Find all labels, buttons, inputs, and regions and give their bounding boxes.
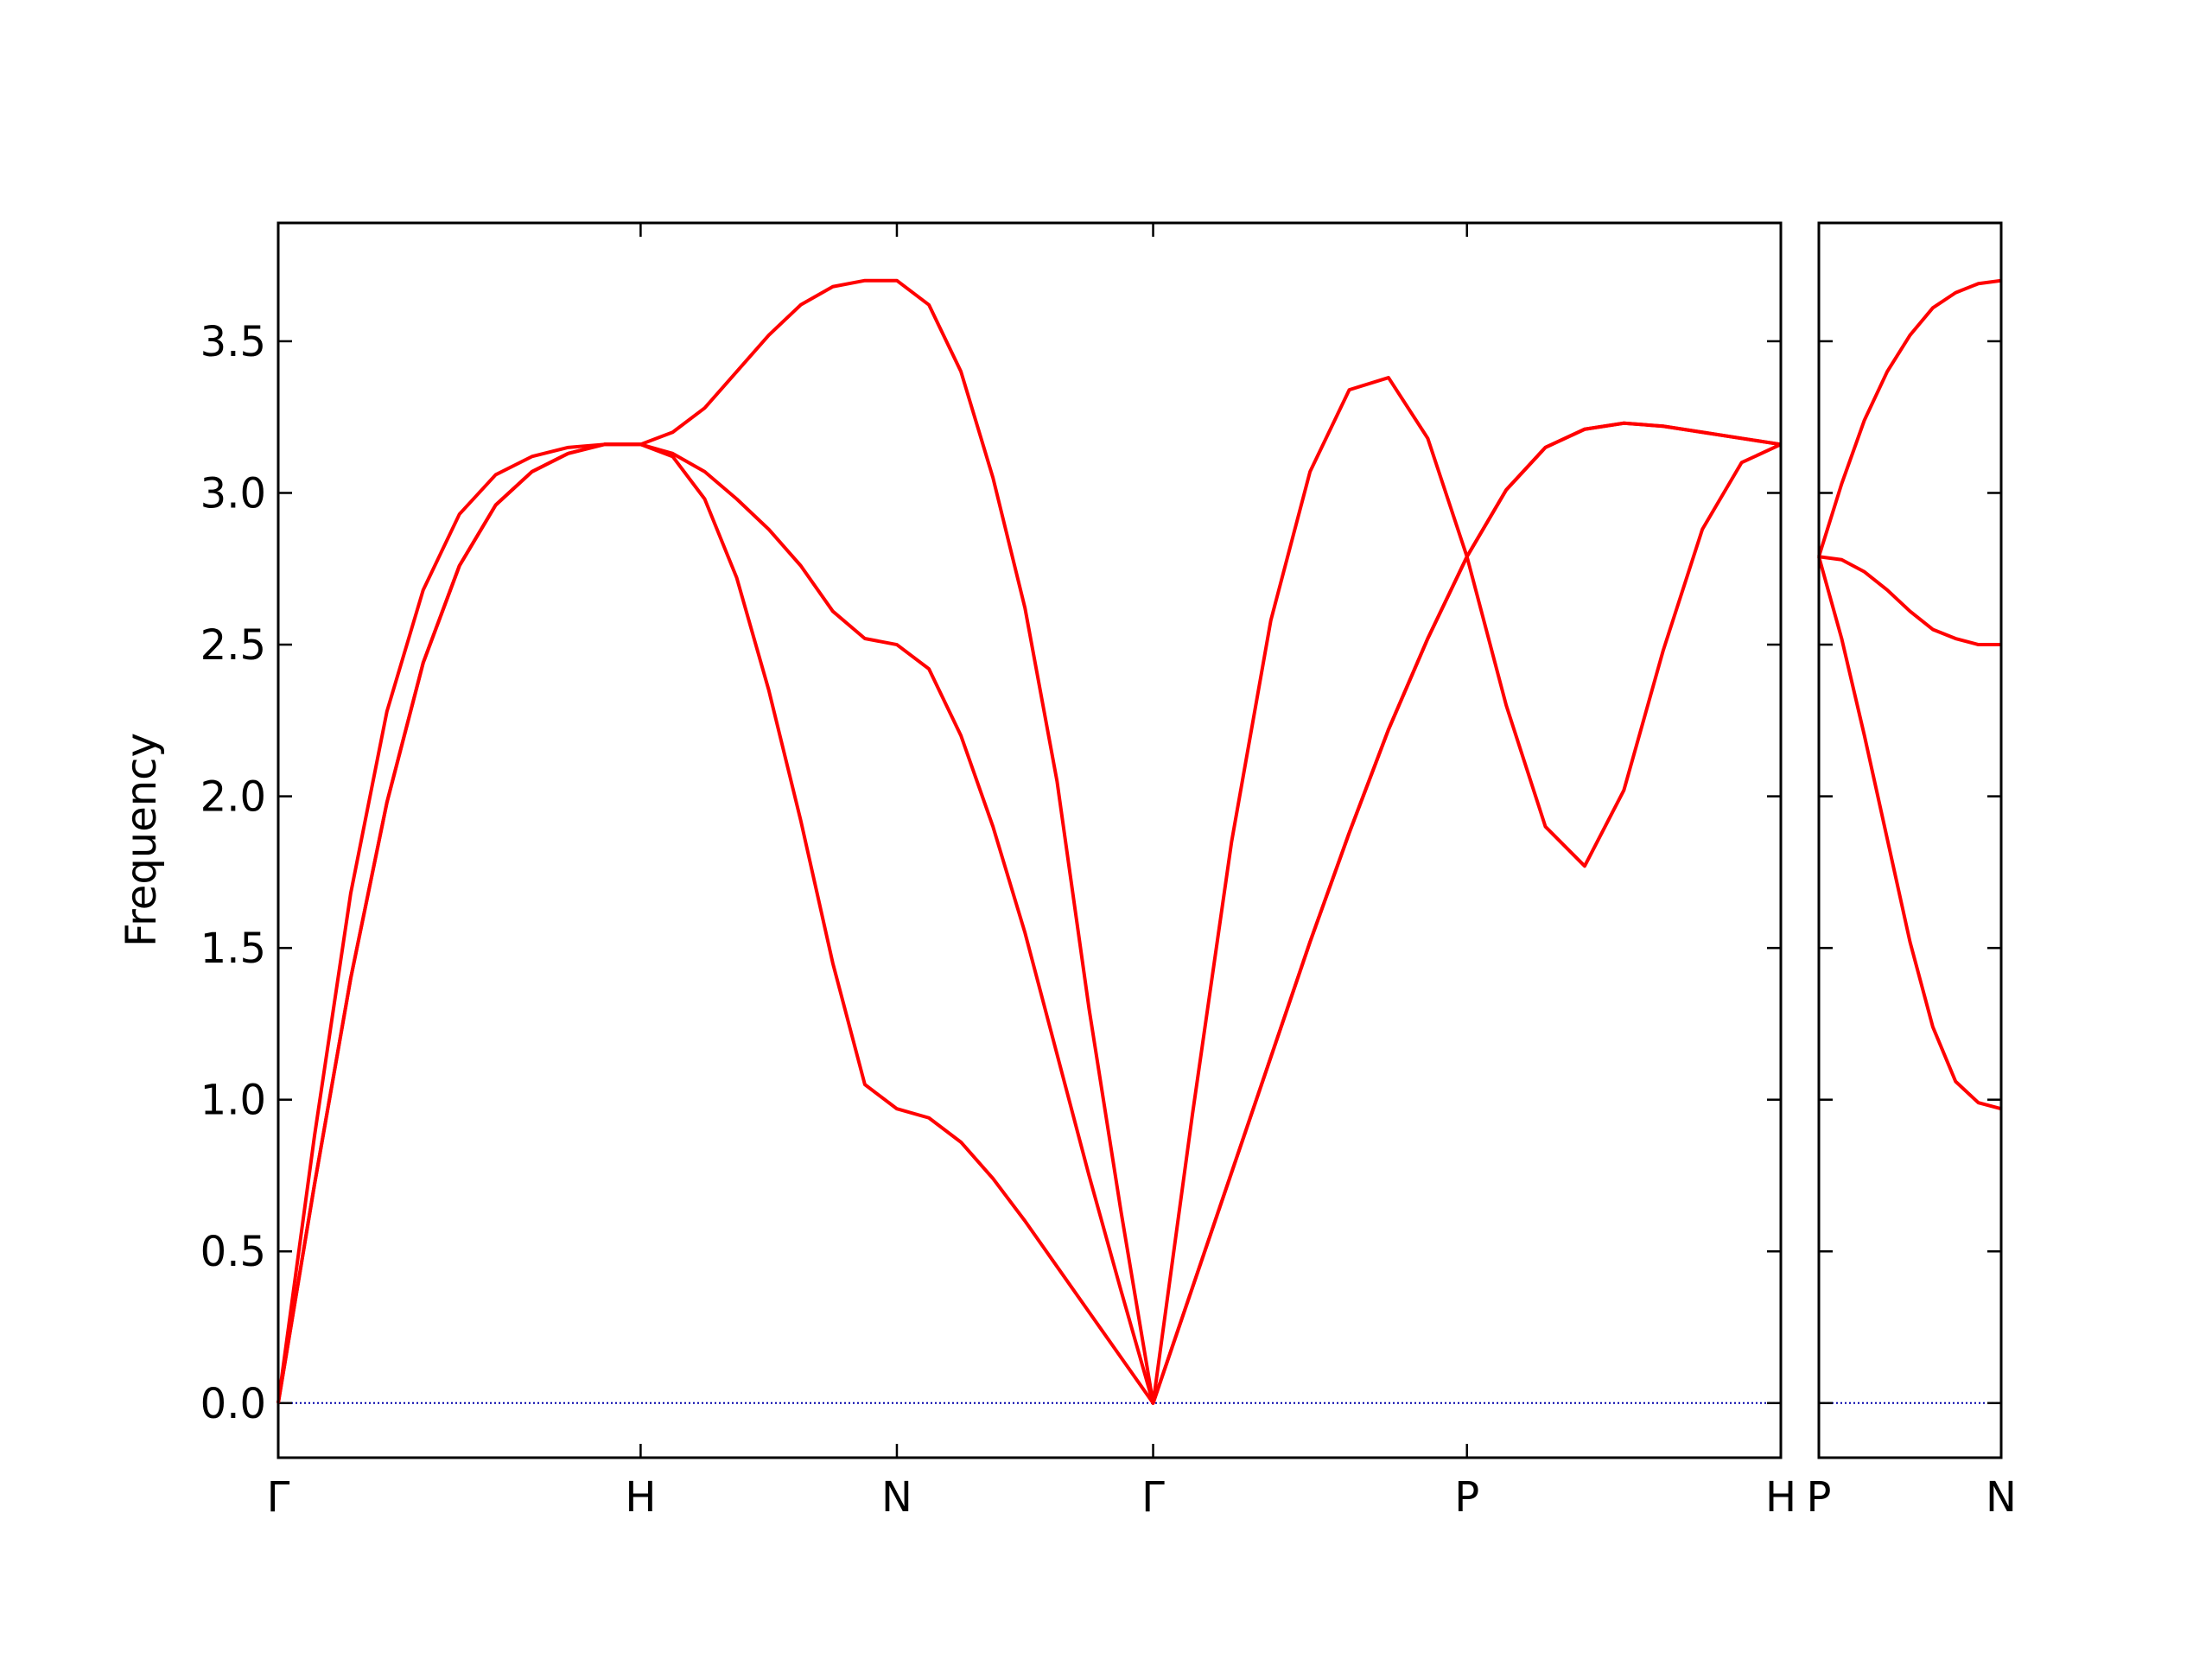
band-line (276, 421, 1782, 1405)
band-line (276, 278, 1782, 1405)
band-line (276, 421, 1782, 1405)
x-tick-label: N (1986, 1473, 2017, 1522)
x-tick-label: H (1765, 1473, 1796, 1522)
y-axis-label: Frequency (118, 733, 166, 947)
band-line (1817, 556, 2002, 1111)
x-tick-label: Γ (1141, 1473, 1165, 1522)
y-tick-label: 2.0 (200, 773, 266, 822)
y-tick-label: 2.5 (200, 621, 266, 670)
y-tick-label: 0.0 (200, 1380, 266, 1428)
x-tick-label: N (881, 1473, 912, 1522)
band-line (1818, 555, 2001, 647)
x-tick-label: H (625, 1473, 656, 1522)
x-tick-label: P (1454, 1473, 1479, 1522)
x-tick-label: Γ (267, 1473, 290, 1522)
y-tick-label: 3.0 (200, 469, 266, 518)
x-tick-label: P (1807, 1473, 1832, 1522)
plot-frame (1817, 221, 2003, 1459)
y-tick-label: 1.0 (200, 1077, 266, 1125)
y-tick-label: 0.5 (200, 1228, 266, 1276)
plot-frame (276, 221, 1783, 1459)
band-line (1817, 278, 2002, 557)
y-tick-label: 3.5 (200, 318, 266, 366)
y-tick-label: 1.5 (200, 925, 266, 973)
